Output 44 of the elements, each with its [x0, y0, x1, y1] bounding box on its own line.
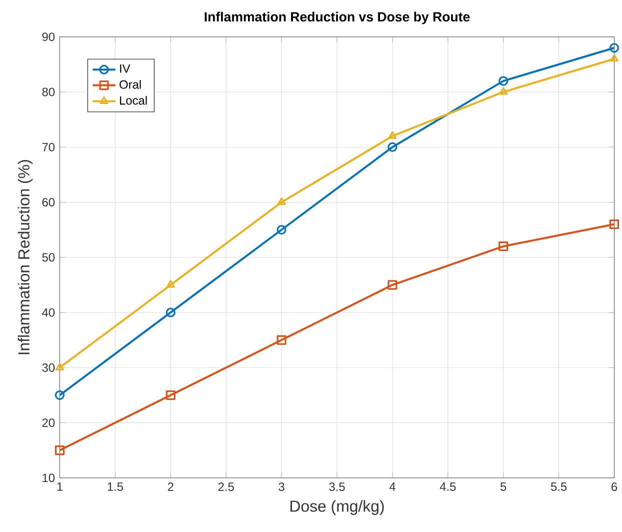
x-tick-label: 1.5 — [108, 482, 123, 492]
x-tick-label: 2.5 — [218, 482, 234, 492]
point — [610, 54, 619, 62]
y-axis-title: Inflammation Reduction (%) — [18, 160, 33, 354]
y-tick-label: 50 — [42, 253, 55, 262]
x-tick-label: 2 — [168, 482, 174, 492]
y-tick-label: 30 — [42, 364, 55, 372]
point — [609, 43, 620, 53]
y-tick-label: 10 — [42, 474, 55, 482]
x-tick-label: 3.5 — [329, 482, 345, 492]
point — [609, 220, 620, 230]
y-tick-label: 70 — [42, 143, 55, 152]
point — [166, 280, 175, 288]
chart-title: Inflammation Reduction vs Dose by Route — [204, 12, 470, 24]
y-tick-label: 40 — [42, 308, 55, 317]
point — [166, 308, 176, 318]
x-tick-label: 5 — [500, 482, 506, 492]
y-tick-label: 90 — [42, 32, 55, 42]
x-tick-label: 4.5 — [440, 482, 456, 492]
point — [54, 390, 65, 400]
point — [277, 198, 286, 206]
point — [499, 87, 508, 95]
y-tick-label: 80 — [42, 88, 55, 96]
point — [388, 131, 397, 140]
point — [276, 335, 286, 346]
point — [166, 390, 176, 400]
x-tick-label: 3 — [278, 482, 284, 492]
x-tick-label: 4 — [389, 482, 396, 491]
legend-label: Local — [120, 96, 147, 105]
legend-label: IV — [120, 64, 130, 73]
point — [55, 363, 64, 371]
y-tick-label: 60 — [42, 198, 55, 207]
x-tick-label: 1 — [57, 482, 62, 491]
x-tick-label: 5.5 — [550, 482, 567, 492]
point — [388, 142, 398, 152]
point — [54, 446, 65, 456]
legend-label: Oral — [120, 80, 141, 89]
point — [388, 280, 398, 290]
point — [498, 242, 508, 252]
x-axis-title: Dose (mg/kg) — [290, 500, 384, 516]
point — [276, 225, 286, 235]
x-tick-label: 6 — [612, 482, 618, 492]
point — [498, 76, 508, 86]
y-tick-label: 20 — [42, 418, 55, 428]
